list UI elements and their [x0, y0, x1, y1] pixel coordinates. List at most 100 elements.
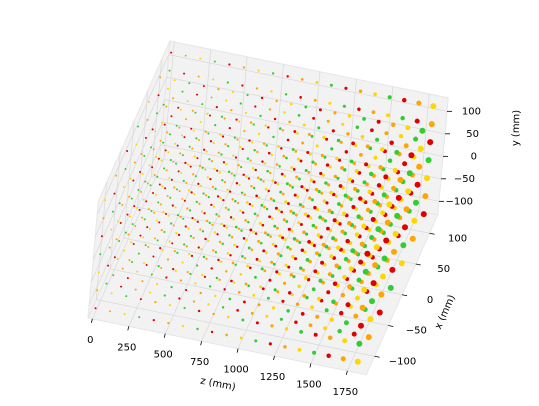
- point: [296, 157, 300, 161]
- point: [413, 136, 419, 142]
- point: [178, 297, 181, 300]
- point: [268, 278, 272, 282]
- point: [307, 170, 311, 174]
- point: [120, 285, 123, 288]
- point: [134, 288, 137, 291]
- point: [213, 231, 217, 234]
- point: [303, 250, 307, 254]
- point: [188, 252, 191, 256]
- point: [153, 211, 156, 214]
- point: [117, 220, 120, 223]
- point: [297, 221, 301, 225]
- point: [237, 291, 241, 294]
- point: [198, 202, 201, 205]
- point: [299, 329, 303, 334]
- point: [166, 194, 169, 197]
- point: [139, 171, 142, 174]
- point: [325, 201, 329, 205]
- point: [176, 144, 179, 147]
- point: [358, 196, 363, 201]
- point: [110, 228, 113, 231]
- point: [199, 184, 203, 187]
- point: [309, 241, 314, 246]
- point: [113, 256, 116, 259]
- point: [302, 293, 307, 298]
- point: [329, 83, 333, 87]
- point: [241, 147, 244, 151]
- point: [265, 314, 269, 318]
- point: [236, 201, 240, 205]
- point: [292, 237, 297, 241]
- point: [265, 207, 269, 211]
- point: [215, 106, 218, 109]
- point: [270, 90, 273, 93]
- point: [273, 117, 277, 121]
- point: [198, 139, 201, 142]
- point: [164, 149, 167, 152]
- point: [172, 224, 175, 227]
- point: [166, 258, 170, 261]
- point: [196, 93, 199, 96]
- point: [289, 102, 293, 106]
- point: [316, 271, 320, 275]
- point: [205, 194, 208, 197]
- point: [247, 246, 251, 250]
- point: [229, 254, 232, 257]
- point: [403, 143, 409, 149]
- point: [171, 242, 174, 245]
- point: [152, 319, 155, 322]
- point: [315, 144, 319, 148]
- ticks: 02505007501000125015001750−100−50050100−…: [87, 106, 481, 398]
- point: [192, 173, 195, 176]
- point: [346, 132, 350, 136]
- x-tick-label: −100: [389, 356, 416, 367]
- point: [100, 235, 103, 238]
- point: [300, 248, 305, 252]
- point: [248, 139, 251, 142]
- point: [165, 169, 168, 172]
- point: [400, 242, 407, 249]
- point: [167, 151, 170, 154]
- point: [379, 273, 386, 280]
- point: [262, 142, 266, 145]
- point: [304, 169, 308, 173]
- x-tick-label: 100: [448, 233, 467, 244]
- point: [197, 246, 200, 249]
- point: [316, 233, 321, 238]
- point: [190, 127, 193, 130]
- point: [251, 204, 254, 208]
- point: [192, 129, 195, 132]
- point: [203, 148, 206, 151]
- point: [392, 167, 398, 173]
- point: [231, 90, 235, 94]
- point: [223, 288, 226, 291]
- point: [312, 350, 317, 355]
- point: [186, 270, 189, 274]
- point: [109, 310, 112, 313]
- point: [236, 138, 239, 141]
- point: [142, 236, 145, 239]
- point: [232, 218, 235, 221]
- point: [152, 255, 155, 258]
- point: [223, 180, 227, 184]
- point: [391, 122, 396, 127]
- point: [200, 210, 204, 213]
- point: [181, 324, 185, 328]
- point: [331, 129, 335, 133]
- tick-mark: [388, 325, 394, 327]
- point: [376, 183, 382, 188]
- point: [212, 312, 215, 316]
- point: [163, 167, 166, 170]
- point: [210, 330, 214, 334]
- point: [233, 136, 237, 139]
- point: [284, 200, 288, 204]
- point: [297, 347, 302, 352]
- point: [356, 277, 362, 283]
- point: [263, 269, 267, 273]
- point: [173, 249, 176, 253]
- point: [196, 327, 199, 331]
- point: [323, 155, 327, 159]
- point: [305, 188, 309, 192]
- point: [187, 189, 191, 192]
- point: [140, 153, 143, 156]
